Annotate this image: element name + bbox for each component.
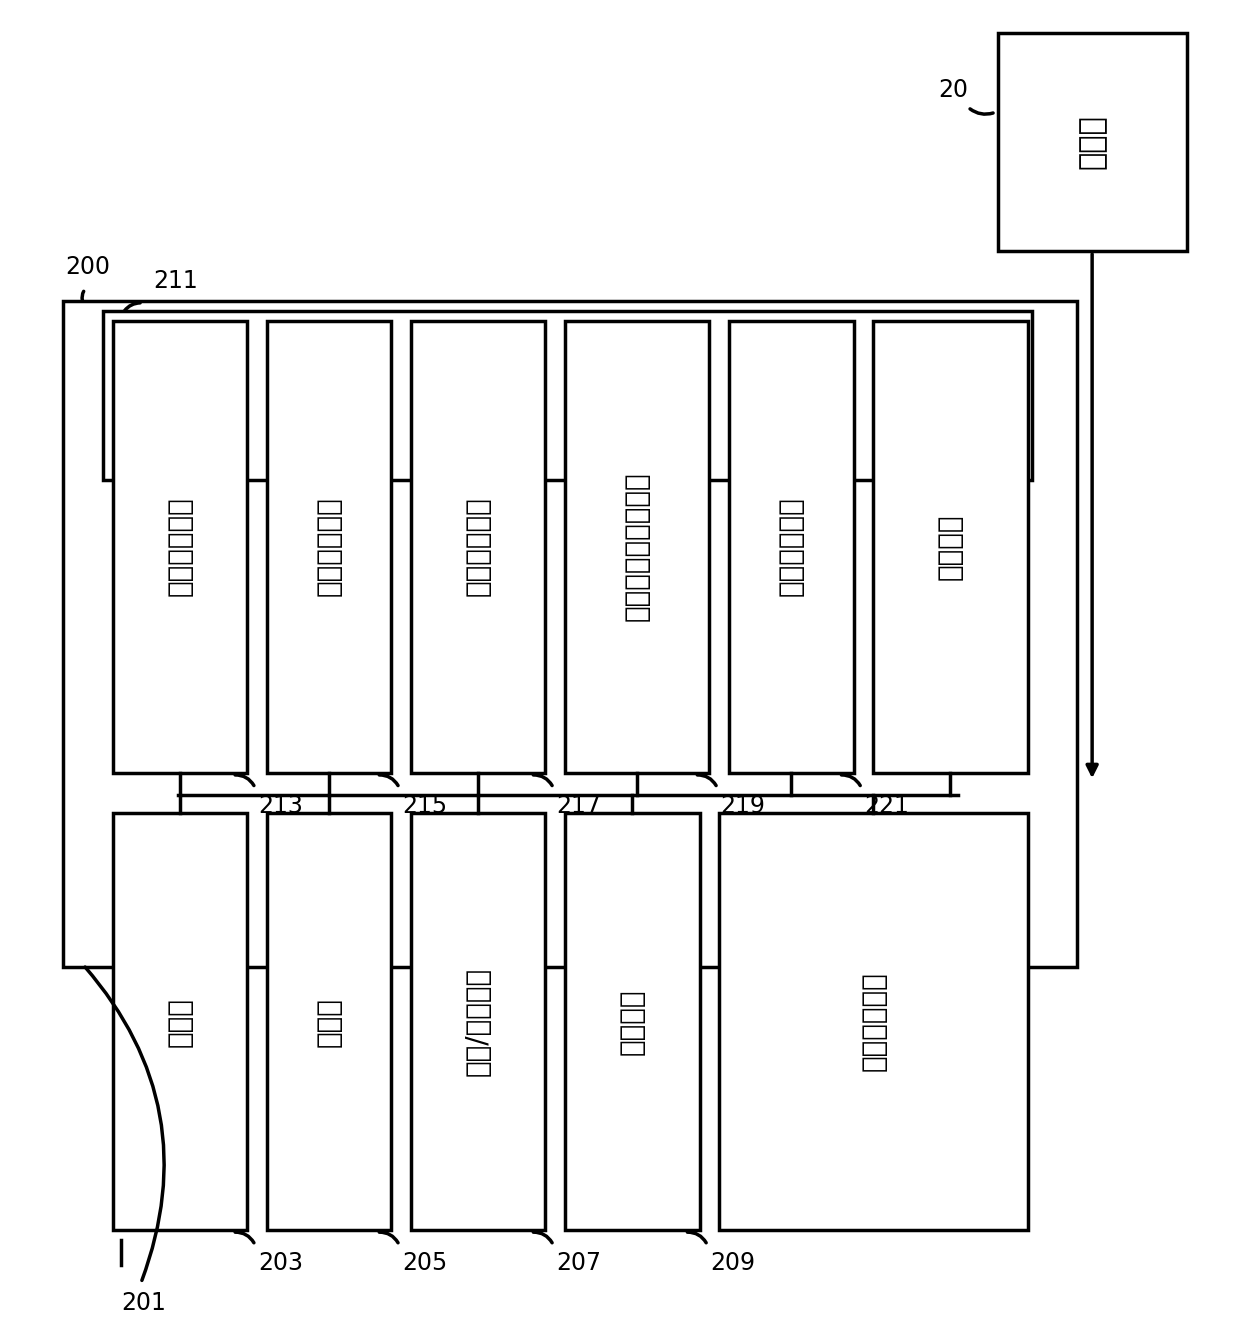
Text: 输出/输入装置: 输出/输入装置 <box>464 967 492 1076</box>
Text: 车辆分析元件: 车辆分析元件 <box>777 496 805 596</box>
Bar <box>719 813 1028 1230</box>
Bar <box>103 311 1033 479</box>
Text: 储存元件: 储存元件 <box>618 988 646 1055</box>
Bar <box>412 813 546 1230</box>
Text: 需求分析元件: 需求分析元件 <box>859 972 888 1071</box>
Text: 200: 200 <box>66 256 110 279</box>
Text: 处理器: 处理器 <box>166 997 193 1046</box>
Bar <box>63 301 1078 967</box>
Bar <box>412 320 546 773</box>
Bar <box>267 813 392 1230</box>
Text: 215: 215 <box>402 794 448 818</box>
Text: 通讯元件: 通讯元件 <box>936 514 963 580</box>
Text: 213: 213 <box>258 794 303 818</box>
Text: 217: 217 <box>557 794 601 818</box>
Text: 站别分析元件: 站别分析元件 <box>315 496 342 596</box>
Bar <box>873 320 1028 773</box>
Text: 205: 205 <box>402 1251 448 1275</box>
Text: 20: 20 <box>939 78 968 102</box>
Text: 201: 201 <box>122 1291 166 1315</box>
Bar <box>998 33 1187 252</box>
Text: 207: 207 <box>557 1251 601 1275</box>
Bar <box>565 320 709 773</box>
Bar <box>113 320 247 773</box>
Text: 客户站: 客户站 <box>1078 115 1106 169</box>
Text: 203: 203 <box>258 1251 304 1275</box>
Bar <box>729 320 853 773</box>
Text: 219: 219 <box>720 794 765 818</box>
Text: 使用者行为分析元件: 使用者行为分析元件 <box>622 471 651 621</box>
Text: 能源分析元件: 能源分析元件 <box>166 496 193 596</box>
Text: 221: 221 <box>864 794 909 818</box>
Text: 209: 209 <box>711 1251 755 1275</box>
Text: 211: 211 <box>153 269 197 293</box>
Bar <box>267 320 392 773</box>
Bar <box>565 813 699 1230</box>
Text: 电池分析元件: 电池分析元件 <box>464 496 492 596</box>
Bar <box>113 813 247 1230</box>
Text: 记忆体: 记忆体 <box>315 997 342 1046</box>
